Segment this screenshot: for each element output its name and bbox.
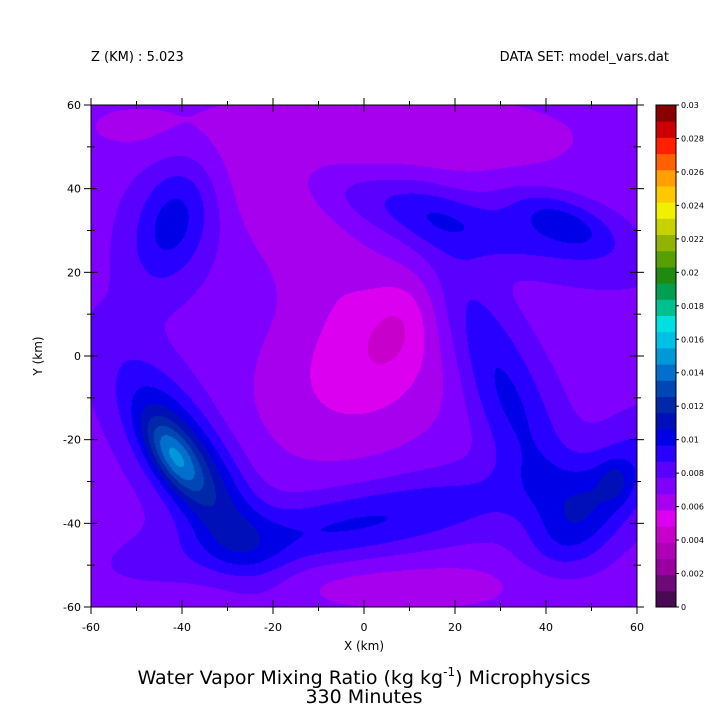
colorbar-label: 0.012 <box>681 402 704 411</box>
colorbar-label: 0.02 <box>681 268 699 277</box>
y-tick-label: 60 <box>67 99 81 112</box>
chart-title-part-b: ) Microphysics <box>455 667 590 689</box>
x-tick-label: 40 <box>539 621 553 634</box>
y-axis: -60 -40 -20 0 20 40 60 <box>63 99 644 614</box>
colorbar-swatch <box>656 137 676 155</box>
colorbar-swatch <box>656 202 676 219</box>
colorbar-swatch <box>656 121 676 138</box>
colorbar-swatch <box>656 234 676 252</box>
z-level-label: Z (KM) : 5.023 <box>91 50 184 65</box>
colorbar-swatch <box>656 380 676 397</box>
colorbar-swatch <box>656 428 676 446</box>
colorbar-label: 0.004 <box>681 536 704 545</box>
colorbar-label: 0.022 <box>681 235 704 244</box>
colorbar-swatch <box>656 283 676 300</box>
y-tick-label: 0 <box>74 350 81 363</box>
colorbar-swatch <box>656 590 676 608</box>
colorbar-label: 0.016 <box>681 335 704 344</box>
colorbar-swatch <box>656 266 676 284</box>
colorbar-label: 0.006 <box>681 503 704 512</box>
y-axis-title: Y (km) <box>31 336 45 376</box>
contour-plot <box>90 104 638 608</box>
colorbar-swatch <box>656 250 676 268</box>
x-axis: -60 -40 -20 0 20 40 60 <box>82 98 644 634</box>
x-tick-label: -60 <box>82 621 100 634</box>
colorbar-swatch <box>656 396 676 414</box>
colorbar-swatch <box>656 477 676 495</box>
colorbar-swatch <box>656 105 676 122</box>
y-tick-label: 40 <box>67 183 81 196</box>
colorbar-swatch <box>656 331 676 349</box>
y-tick-label: -40 <box>63 517 81 530</box>
colorbar-swatch <box>656 169 676 187</box>
colorbar-label: 0.028 <box>681 134 704 143</box>
chart-title-superscript: -1 <box>443 665 455 679</box>
colorbar-swatch <box>656 558 676 576</box>
colorbar-swatch <box>656 412 676 430</box>
colorbar-swatch <box>656 493 676 511</box>
colorbar-swatch <box>656 509 676 527</box>
colorbar-swatch <box>656 364 676 381</box>
colorbar-label: 0.03 <box>681 101 699 110</box>
colorbar-swatch <box>656 542 676 559</box>
colorbar-swatch <box>656 347 676 365</box>
chart-subtitle: 330 Minutes <box>305 686 422 708</box>
chart-title: Water Vapor Mixing Ratio (kg kg-1) Micro… <box>137 665 590 689</box>
x-tick-label: -40 <box>173 621 191 634</box>
y-tick-label: 20 <box>67 266 81 279</box>
colorbar-swatch <box>656 153 676 171</box>
colorbar-labels: 0 0.002 0.004 0.006 0.008 0.01 0.012 0.014 0.016… <box>676 101 704 612</box>
colorbar-swatch <box>656 526 676 543</box>
colorbar-label: 0.024 <box>681 201 704 210</box>
colorbar-swatch <box>656 574 676 592</box>
colorbar-frame <box>655 104 677 608</box>
x-tick-label: 60 <box>630 621 644 634</box>
colorbar <box>656 105 676 608</box>
colorbar-label: 0.018 <box>681 302 704 311</box>
contour-field-image <box>91 105 637 607</box>
colorbar-swatch <box>656 218 676 236</box>
colorbar-label: 0.014 <box>681 369 704 378</box>
colorbar-swatch <box>656 185 676 203</box>
y-tick-label: -20 <box>63 434 81 447</box>
colorbar-label: 0 <box>681 603 686 612</box>
colorbar-label: 0.01 <box>681 436 699 445</box>
colorbar-label: 0.002 <box>681 570 704 579</box>
x-tick-label: 0 <box>361 621 368 634</box>
x-tick-label: -20 <box>264 621 282 634</box>
colorbar-swatch <box>656 461 676 478</box>
dataset-label: DATA SET: model_vars.dat <box>500 50 669 65</box>
colorbar-swatch <box>656 299 676 317</box>
colorbar-swatch <box>656 315 676 333</box>
colorbar-label: 0.026 <box>681 168 704 177</box>
colorbar-swatch <box>656 445 676 462</box>
x-axis-title: X (km) <box>344 639 384 653</box>
colorbar-label: 0.008 <box>681 469 704 478</box>
chart-title-part-a: Water Vapor Mixing Ratio (kg kg <box>137 667 443 689</box>
x-tick-label: 20 <box>448 621 462 634</box>
y-tick-label: -60 <box>63 601 81 614</box>
